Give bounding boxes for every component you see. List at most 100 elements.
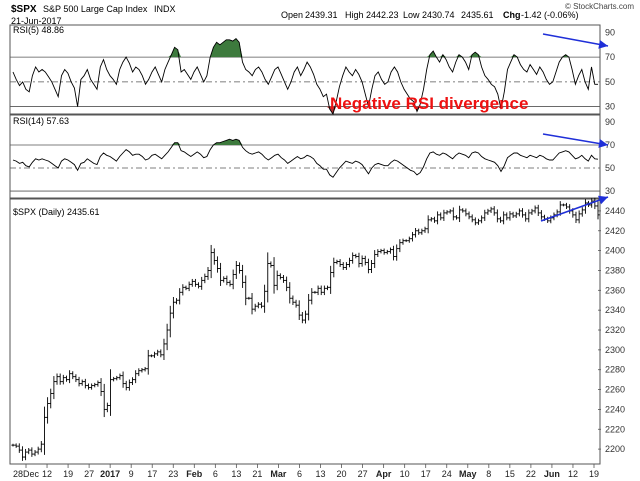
price-bar [351,252,355,264]
price-bar [181,284,185,296]
price-bar [391,245,396,261]
low-label: Low [403,10,420,20]
x-axis: 28Dec 12 19 27 2017 9 17 23 Feb 6 13 21 Mar 6 13 20 27 Ap… [13,464,599,479]
price-bar [184,285,188,291]
rsi-line [12,138,599,178]
price-bar [281,274,286,283]
price-bar [536,204,540,217]
x-tick-label: 6 [213,469,218,479]
x-tick-label: 28Dec [13,469,40,479]
y-tick-label: 2380 [605,265,625,275]
price-bar [454,215,459,220]
price-bar [583,199,588,214]
price-bar [310,288,314,305]
price-bar [36,446,40,455]
price-bar [215,256,220,273]
x-tick-label: 9 [129,469,134,479]
price-bar [580,207,584,217]
chart-index-name: S&P 500 Large Cap Index [43,4,148,14]
price-bar [196,282,201,289]
price-bar [174,298,179,305]
price-bar [407,236,411,243]
price-bar [112,376,116,382]
price-bar [162,338,166,361]
price-bar [313,290,317,294]
price-bar [495,209,499,223]
price-bar [483,209,487,221]
price-bar [193,278,198,287]
y-tick-label: 2300 [605,345,625,355]
close-value: 2435.61 [461,10,494,20]
stockcharts-brand: © StockCharts.com [565,2,634,11]
price-bar [263,284,267,313]
rsi5-divergence-arrow [542,33,609,49]
y-tick-label: 2320 [605,325,625,335]
price-bar [294,299,298,308]
price-bar [234,260,238,279]
price-bar [55,373,59,385]
price-bar [156,349,160,356]
price-bar [508,211,512,221]
price-bar [288,282,292,304]
price-bar [458,205,462,223]
price-bar [426,215,430,234]
price-bar [429,217,433,222]
price-bar [77,376,81,387]
price-bar [108,369,113,416]
price-bar [102,383,106,418]
price-bar [423,226,427,233]
x-tick-label: 19 [63,469,73,479]
price-bar [45,397,50,424]
rsi14-divergence-arrow [542,133,609,148]
chart-symbol: $SPX [11,4,37,15]
price-bar [417,228,421,235]
price-bar [568,204,572,214]
price-bar [127,379,131,391]
price-bar [99,378,103,397]
price-bar [269,261,273,268]
x-tick-label: 21 [252,469,262,479]
price-bar [369,260,374,273]
price-bar [225,275,229,286]
price-bar [574,211,578,223]
price-bar [341,262,345,270]
y-tick-label: 2420 [605,226,625,236]
x-tick-label: 8 [486,469,491,479]
price-bar [445,210,449,215]
price-bar [335,259,339,265]
price-bar [520,208,525,218]
x-tick-label: 15 [505,469,515,479]
price-bar [561,203,566,207]
price-bar [325,285,330,291]
price-bar [297,300,301,320]
price-bar [451,207,455,221]
price-bar [206,266,210,280]
price-bar [329,265,333,294]
price-bar [401,238,405,245]
price-bar [134,370,138,384]
y-tick-label: 90 [605,27,615,37]
price-bar [200,276,204,290]
price-bar [530,208,534,215]
y-tick-label: 2400 [605,246,625,256]
price-bar [20,446,25,461]
price-bar [14,443,18,448]
price-bar [564,202,569,210]
price-bar [307,293,311,321]
price-bar [420,228,424,235]
price-bar [231,269,235,290]
y-tick-label: 2280 [605,365,625,375]
price-bar [319,285,323,296]
price-bar [303,310,308,324]
price-bar [285,276,289,292]
high-label: High [345,10,364,20]
x-tick-label: 12 [42,469,52,479]
x-tick-label: 13 [231,469,241,479]
price-bar [514,211,518,218]
price-bar [33,450,37,457]
price-bar [168,305,172,338]
price-bar [388,247,393,254]
x-tick-label: May [459,469,477,479]
y-tick-label: 30 [605,102,615,112]
price-bar [228,280,232,287]
